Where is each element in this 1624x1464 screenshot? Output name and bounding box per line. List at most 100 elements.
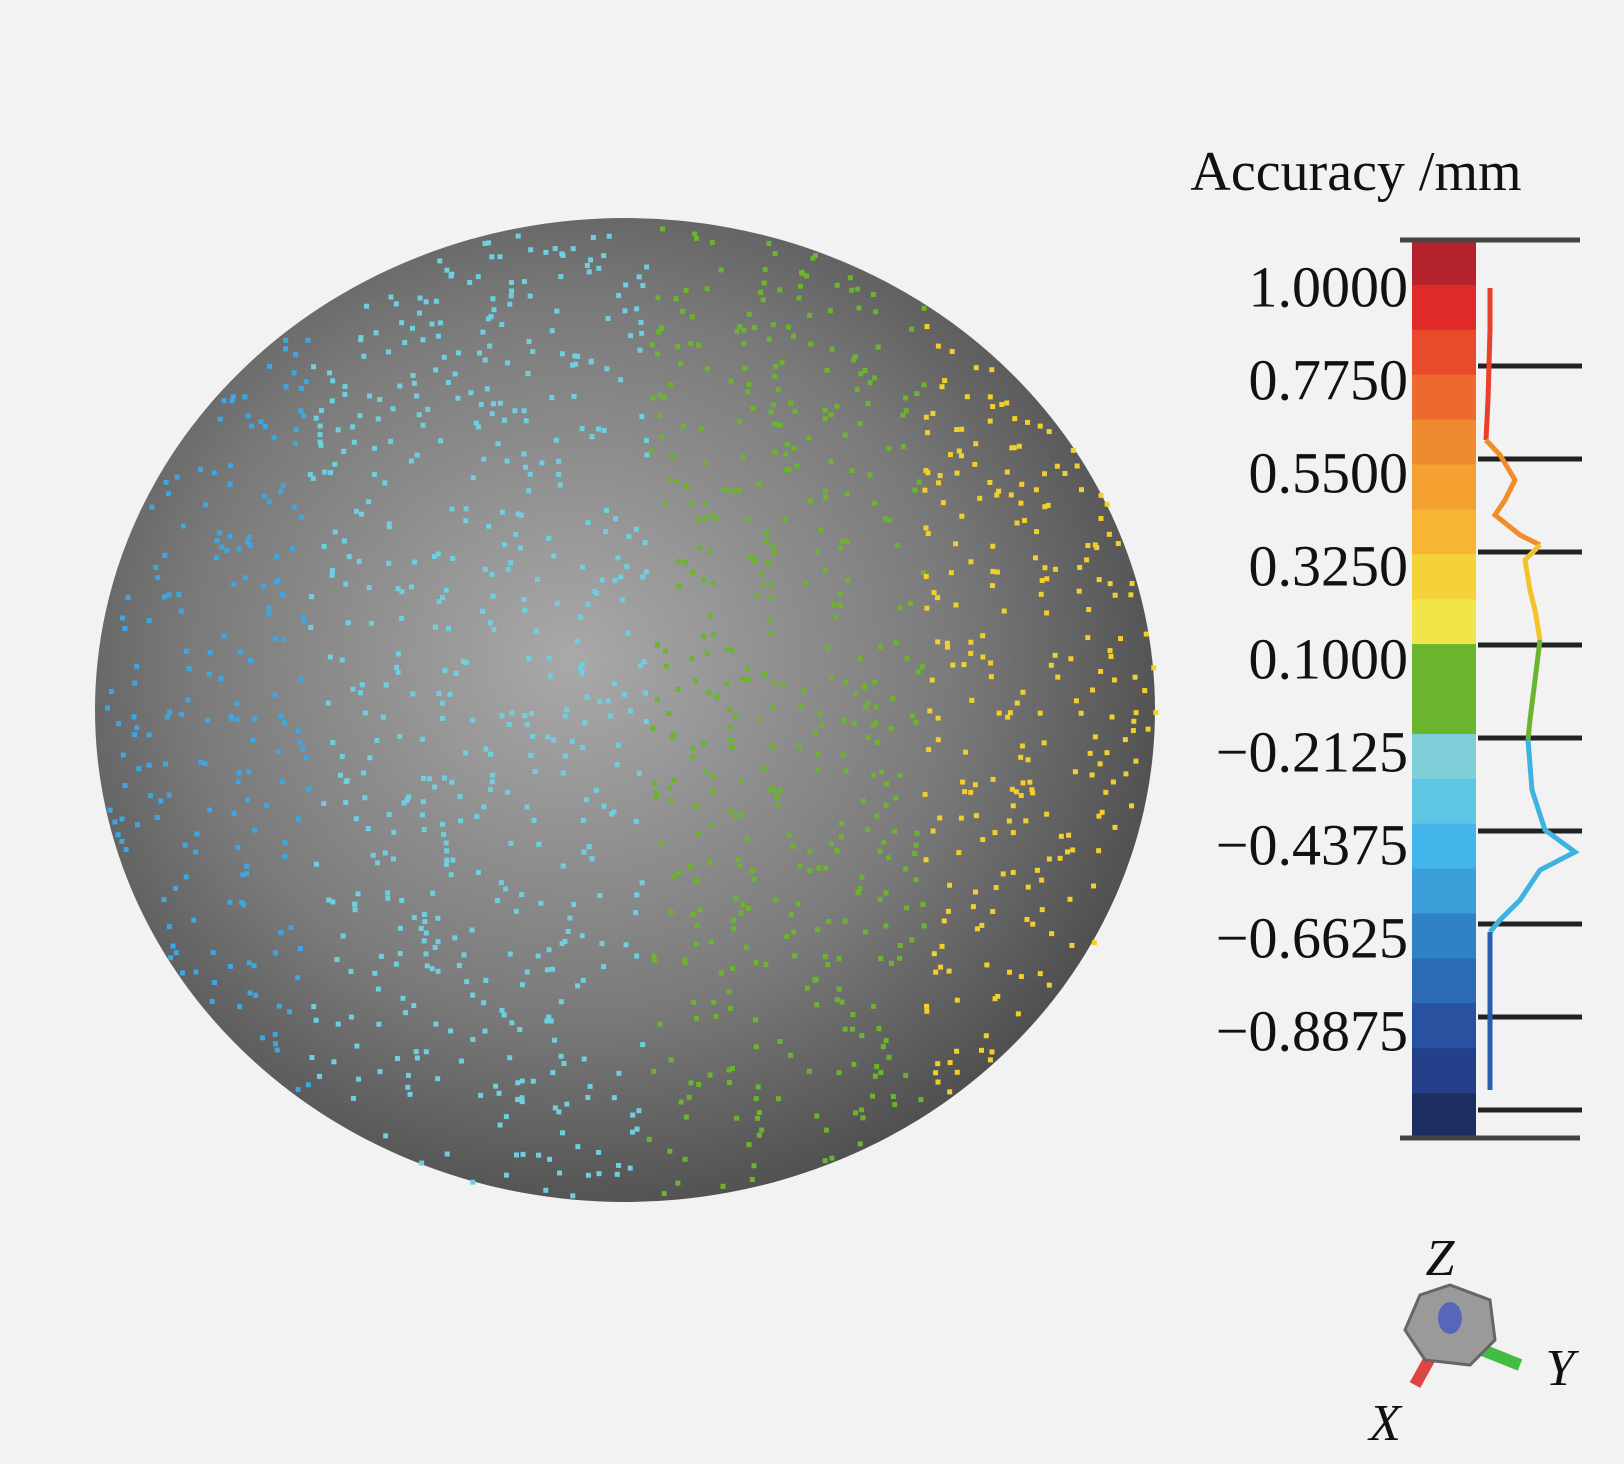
point	[264, 803, 270, 809]
point	[164, 714, 170, 720]
point	[596, 1149, 602, 1155]
point	[1015, 1011, 1021, 1017]
point	[368, 620, 374, 626]
point	[444, 267, 450, 273]
point	[562, 753, 568, 759]
point	[556, 1109, 562, 1115]
point	[303, 755, 309, 761]
point	[519, 892, 525, 898]
point	[483, 746, 489, 752]
point	[1062, 470, 1068, 476]
point	[1151, 665, 1157, 671]
point	[305, 337, 311, 343]
point	[775, 802, 781, 808]
point	[546, 1014, 552, 1020]
point	[1072, 769, 1078, 775]
point	[639, 414, 645, 420]
point	[890, 1094, 896, 1100]
point	[831, 602, 837, 608]
point	[668, 909, 674, 915]
point	[728, 378, 734, 384]
point	[1025, 757, 1031, 763]
colorbar	[1412, 240, 1476, 1139]
point	[435, 939, 441, 945]
point	[173, 950, 179, 956]
point	[892, 828, 898, 834]
point	[375, 860, 381, 866]
point	[857, 656, 863, 662]
point	[682, 957, 688, 963]
point	[120, 615, 126, 621]
point	[299, 514, 305, 520]
point	[297, 946, 303, 952]
point	[489, 411, 495, 417]
point	[452, 371, 458, 377]
colorbar-band	[1412, 599, 1476, 645]
point	[464, 979, 470, 985]
point	[842, 432, 848, 438]
point	[1091, 883, 1097, 889]
point	[1085, 543, 1091, 549]
point	[513, 1152, 519, 1158]
point	[892, 1102, 898, 1108]
point	[515, 233, 521, 239]
point	[522, 607, 528, 613]
point	[968, 639, 974, 645]
point	[607, 713, 613, 719]
point	[193, 969, 199, 975]
point	[317, 432, 323, 438]
point	[582, 720, 588, 726]
point	[560, 770, 566, 776]
point	[547, 1156, 553, 1162]
point	[824, 645, 830, 651]
point	[470, 992, 476, 998]
point	[180, 523, 186, 529]
point	[585, 601, 591, 607]
point	[655, 295, 661, 301]
point	[640, 1042, 646, 1048]
point	[814, 1002, 820, 1008]
point	[1096, 848, 1102, 854]
point	[675, 1180, 681, 1186]
point	[212, 980, 218, 986]
point	[1012, 416, 1018, 422]
point	[871, 772, 877, 778]
point	[327, 654, 333, 660]
point	[696, 1081, 702, 1087]
point	[176, 592, 182, 598]
point	[132, 680, 138, 686]
histogram-line	[1483, 288, 1493, 441]
point	[734, 1115, 740, 1121]
point	[851, 720, 857, 726]
point	[486, 240, 492, 246]
point	[373, 330, 379, 336]
point	[740, 902, 746, 908]
point	[170, 943, 176, 949]
point	[777, 287, 783, 293]
point	[231, 810, 237, 816]
point	[522, 713, 528, 719]
point	[1073, 698, 1079, 704]
point	[713, 1013, 719, 1019]
point	[1078, 487, 1084, 493]
point	[954, 427, 960, 433]
point	[767, 787, 773, 793]
point	[925, 531, 931, 537]
point	[968, 559, 974, 565]
point	[755, 1084, 761, 1090]
point	[272, 1031, 278, 1037]
point	[661, 1191, 667, 1197]
point	[679, 308, 685, 314]
colorbar-band	[1412, 958, 1476, 1004]
point	[227, 481, 233, 487]
point	[1039, 578, 1045, 584]
point	[1057, 855, 1063, 861]
point	[371, 471, 377, 477]
point	[525, 371, 531, 377]
point	[485, 316, 491, 322]
point	[870, 1093, 876, 1099]
point	[680, 423, 686, 429]
colorbar-band	[1412, 778, 1476, 825]
axis-triad: Z Y X	[1367, 1230, 1579, 1452]
point	[678, 1099, 684, 1105]
